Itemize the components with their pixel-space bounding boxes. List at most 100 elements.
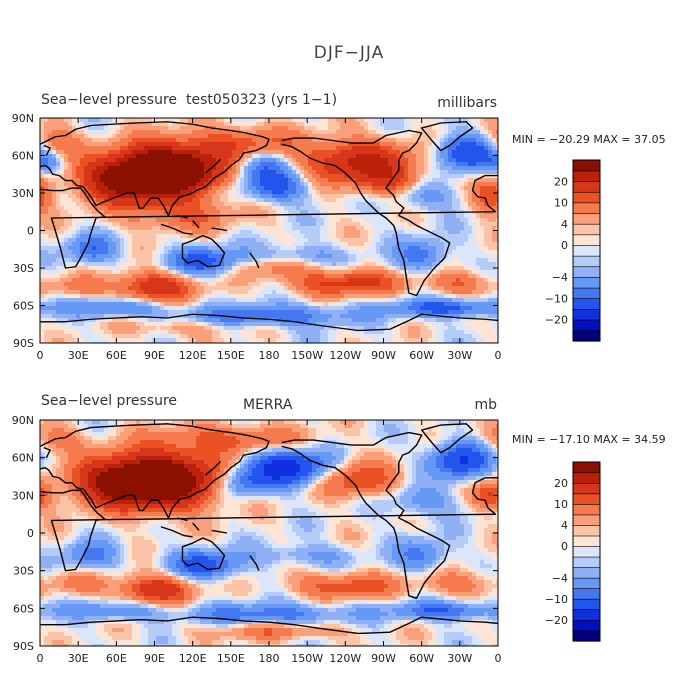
heatmap-cell: [444, 282, 449, 287]
heatmap-cell: [128, 138, 133, 143]
heatmap-cell: [276, 194, 281, 199]
heatmap-cell: [176, 282, 181, 287]
heatmap-cell: [108, 178, 113, 183]
heatmap-cell: [92, 158, 97, 163]
heatmap-cell: [40, 226, 45, 231]
heatmap-cell: [184, 258, 189, 263]
heatmap-cell: [328, 126, 333, 131]
heatmap-cell: [420, 262, 425, 267]
heatmap-cell: [184, 282, 189, 287]
heatmap-cell: [144, 238, 149, 243]
heatmap-cell: [392, 222, 397, 227]
heatmap-cell: [240, 234, 245, 239]
heatmap-cell: [340, 126, 345, 131]
heatmap-cell: [380, 186, 385, 191]
heatmap-cell: [288, 210, 293, 215]
heatmap-cell: [236, 150, 241, 155]
heatmap-cell: [296, 134, 301, 139]
heatmap-cell: [380, 226, 385, 231]
heatmap-cell: [280, 202, 285, 207]
heatmap-cell: [56, 186, 61, 191]
heatmap-cell: [488, 286, 493, 291]
heatmap-cell: [228, 190, 233, 195]
heatmap-cell: [52, 270, 57, 275]
heatmap-cell: [72, 202, 77, 207]
heatmap-cell: [76, 178, 81, 183]
heatmap-cell: [452, 230, 457, 235]
heatmap-cell: [420, 130, 425, 135]
heatmap-cell: [224, 250, 229, 255]
heatmap-cell: [188, 206, 193, 211]
heatmap-cell: [252, 258, 257, 263]
heatmap-cell: [96, 230, 101, 235]
heatmap-cell: [424, 286, 429, 291]
heatmap-cell: [488, 250, 493, 255]
heatmap-cell: [160, 122, 165, 127]
heatmap-cell: [104, 150, 109, 155]
heatmap-cell: [348, 118, 353, 123]
heatmap-cell: [496, 210, 498, 215]
heatmap-cell: [188, 258, 193, 263]
heatmap-cell: [124, 138, 129, 143]
heatmap-cell: [76, 174, 81, 179]
heatmap-cell: [452, 142, 457, 147]
heatmap-cell: [444, 278, 449, 283]
heatmap-cell: [216, 270, 221, 275]
heatmap-cell: [40, 174, 45, 179]
heatmap-cell: [492, 242, 497, 247]
heatmap-cell: [416, 286, 421, 291]
heatmap-cell: [88, 142, 93, 147]
heatmap-cell: [228, 254, 233, 259]
heatmap-cell: [444, 138, 449, 143]
heatmap-cell: [44, 262, 49, 267]
heatmap-cell: [132, 226, 137, 231]
heatmap-cell: [364, 286, 369, 291]
heatmap-cell: [192, 170, 197, 175]
heatmap-cell: [212, 266, 217, 271]
heatmap-cell: [284, 226, 289, 231]
heatmap-cell: [360, 246, 365, 251]
heatmap-cell: [464, 138, 469, 143]
heatmap-cell: [428, 258, 433, 263]
heatmap-cell: [456, 190, 461, 195]
heatmap-cell: [132, 274, 137, 279]
heatmap-cell: [156, 178, 161, 183]
heatmap-cell: [92, 138, 97, 143]
heatmap-cell: [464, 126, 469, 131]
heatmap-cell: [148, 282, 153, 287]
heatmap-cell: [324, 154, 329, 159]
heatmap-cell: [64, 118, 69, 123]
heatmap-cell: [108, 222, 113, 227]
heatmap-cell: [68, 258, 73, 263]
heatmap-cell: [120, 186, 125, 191]
heatmap-cell: [412, 282, 417, 287]
heatmap-cell: [128, 278, 133, 283]
heatmap-cell: [268, 210, 273, 215]
heatmap-cell: [148, 138, 153, 143]
heatmap-cell: [360, 282, 365, 287]
heatmap-cell: [216, 146, 221, 151]
heatmap-cell: [256, 174, 261, 179]
heatmap-cell: [344, 122, 349, 127]
heatmap-cell: [480, 150, 485, 155]
heatmap-cell: [116, 162, 121, 167]
heatmap-cell: [336, 286, 341, 291]
heatmap-cell: [284, 286, 289, 291]
heatmap-cell: [236, 270, 241, 275]
heatmap-cell: [404, 218, 409, 223]
heatmap-cell: [120, 262, 125, 267]
heatmap-cell: [184, 134, 189, 139]
heatmap-cell: [88, 146, 93, 151]
heatmap-cell: [236, 238, 241, 243]
heatmap-cell: [320, 142, 325, 147]
heatmap-cell: [296, 130, 301, 135]
heatmap-cell: [136, 226, 141, 231]
heatmap-cell: [268, 222, 273, 227]
heatmap-cell: [108, 186, 113, 191]
heatmap-cell: [112, 210, 117, 215]
heatmap-cell: [428, 234, 433, 239]
heatmap-cell: [124, 262, 129, 267]
heatmap-cell: [448, 206, 453, 211]
heatmap-cell: [72, 158, 77, 163]
heatmap-cell: [340, 222, 345, 227]
